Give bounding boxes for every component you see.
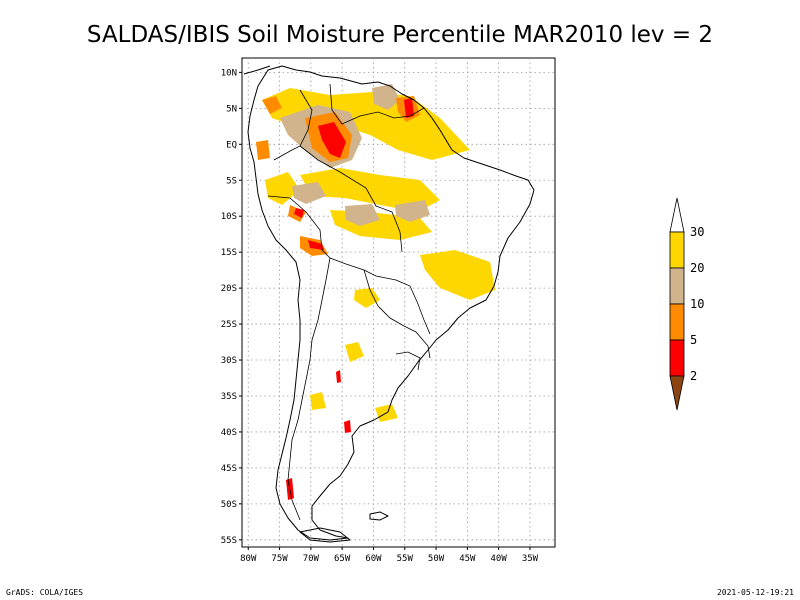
shade-tan-brasil [395, 200, 430, 222]
shade-orange-ecuador [256, 140, 270, 160]
country-borders [267, 83, 431, 521]
lon-label-0: 80W [240, 554, 257, 564]
colorbar-label-5: 5 [690, 333, 697, 347]
lat-label-3: 5S [226, 176, 237, 186]
lon-label-8: 40W [491, 554, 508, 564]
lat-label-10: 40S [221, 428, 237, 438]
tierra-del-fuego-outline [299, 527, 351, 543]
lat-label-9: 35S [221, 392, 237, 402]
shade-red-bolivia [308, 240, 324, 250]
shade-orange-colombia [262, 96, 282, 114]
lat-label-8: 30S [221, 356, 237, 366]
colorbar-label-10: 10 [690, 297, 704, 311]
lon-label-1: 75W [271, 554, 288, 564]
shade-red-amazon [318, 122, 346, 158]
shade-tan-central [345, 204, 380, 226]
colorbar: 2 5 10 20 30 [669, 197, 704, 411]
lon-label-5: 55W [397, 554, 414, 564]
lat-label-12: 50S [221, 500, 237, 510]
map-axes: 10N 5N EQ 5S 10S 15S 20S 25S 30S 35S 40S 45S 50S 55S8… [221, 68, 539, 564]
coastline [243, 65, 535, 543]
lat-label-11: 45S [221, 464, 237, 474]
colorbar-bin-5-10 [669, 303, 685, 341]
shade-yellow-south-3 [310, 392, 326, 410]
colorbar-bin-2-5 [669, 339, 685, 377]
shade-red-peru [294, 208, 304, 218]
shade-yellow-amazon [300, 168, 440, 212]
lon-label-2: 70W [303, 554, 320, 564]
lon-label-7: 45W [459, 554, 476, 564]
caribbean-outline [243, 65, 271, 75]
lat-label-1: 5N [226, 104, 237, 114]
shade-tan-northeast [372, 84, 400, 110]
shade-yellow-south-2 [345, 342, 364, 362]
footer-right: 2021-05-12-19:21 [717, 588, 794, 597]
colorbar-label-20: 20 [690, 261, 704, 275]
colorbar-label-30: 30 [690, 225, 704, 239]
lat-label-6: 20S [221, 284, 237, 294]
shade-red-chile [336, 370, 341, 383]
colorbar-label-2: 2 [690, 369, 697, 383]
colorbar-bin-10-20 [669, 267, 685, 305]
map-title: SALDAS/IBIS Soil Moisture Percentile MAR… [87, 22, 713, 48]
colorbar-bin-above-30 [669, 197, 685, 233]
lat-label-2: EQ [226, 140, 237, 150]
colorbar-bin-below-2 [669, 375, 685, 411]
lat-label-4: 10S [221, 212, 237, 222]
shade-red-pampas [344, 420, 351, 433]
lat-label-7: 25S [221, 320, 237, 330]
lon-label-3: 65W [334, 554, 351, 564]
shade-red-guiana [404, 98, 414, 118]
lat-label-5: 15S [221, 248, 237, 258]
footer-left: GrADS: COLA/IGES [6, 588, 83, 597]
shade-yellow-east [420, 250, 495, 300]
lon-label-9: 35W [522, 554, 539, 564]
lat-label-13: 55S [221, 536, 237, 546]
falklands-outline [369, 511, 389, 521]
colorbar-bin-20-30 [669, 231, 685, 269]
shade-tan-west [292, 182, 326, 204]
shade-yellow-south-1 [354, 288, 380, 308]
lon-label-4: 60W [365, 554, 382, 564]
lon-label-6: 50W [428, 554, 445, 564]
lat-label-0: 10N [221, 68, 237, 78]
south-america-outline [247, 65, 535, 541]
shade-yellow-north [262, 88, 470, 160]
